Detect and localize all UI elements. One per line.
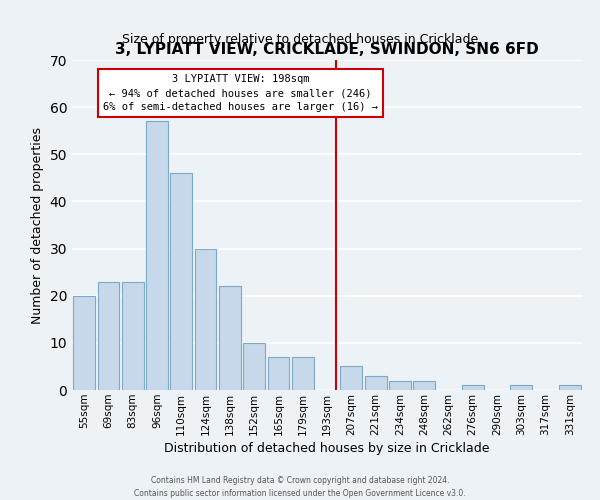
- Bar: [219, 286, 241, 390]
- Title: 3, LYPIATT VIEW, CRICKLADE, SWINDON, SN6 6FD: 3, LYPIATT VIEW, CRICKLADE, SWINDON, SN6…: [115, 42, 539, 58]
- Bar: [268, 357, 289, 390]
- Bar: [389, 380, 411, 390]
- X-axis label: Distribution of detached houses by size in Cricklade: Distribution of detached houses by size …: [164, 442, 490, 455]
- Bar: [413, 380, 435, 390]
- Bar: [73, 296, 95, 390]
- Bar: [122, 282, 143, 390]
- Text: 3 LYPIATT VIEW: 198sqm
← 94% of detached houses are smaller (246)
6% of semi-det: 3 LYPIATT VIEW: 198sqm ← 94% of detached…: [103, 74, 378, 112]
- Bar: [146, 122, 168, 390]
- Bar: [511, 386, 532, 390]
- Bar: [292, 357, 314, 390]
- Bar: [340, 366, 362, 390]
- Bar: [194, 248, 217, 390]
- Bar: [365, 376, 386, 390]
- Y-axis label: Number of detached properties: Number of detached properties: [31, 126, 44, 324]
- Bar: [462, 386, 484, 390]
- Text: Size of property relative to detached houses in Cricklade: Size of property relative to detached ho…: [122, 32, 478, 46]
- Bar: [559, 386, 581, 390]
- Bar: [170, 173, 192, 390]
- Bar: [243, 343, 265, 390]
- Bar: [97, 282, 119, 390]
- Text: Contains HM Land Registry data © Crown copyright and database right 2024.
Contai: Contains HM Land Registry data © Crown c…: [134, 476, 466, 498]
